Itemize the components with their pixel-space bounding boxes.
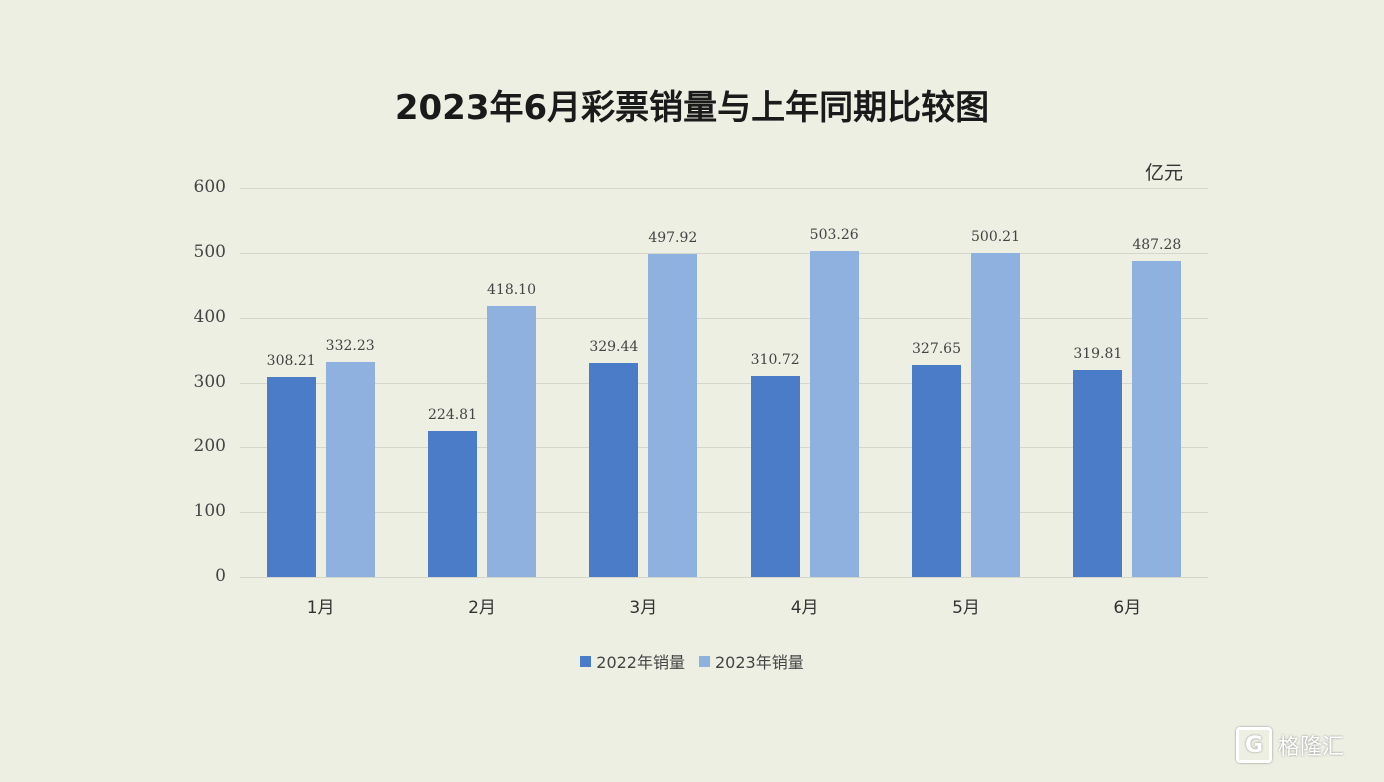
- bar: [487, 305, 536, 577]
- legend-item: 2022年销量: [580, 649, 685, 673]
- y-tick-label: 500: [193, 241, 226, 262]
- data-label: 487.28: [1132, 237, 1182, 254]
- data-label: 319.81: [1073, 345, 1123, 362]
- gridline: [240, 447, 1208, 449]
- gridline: [240, 252, 1208, 254]
- watermark: G 格隆汇: [1236, 727, 1344, 763]
- y-tick-label: 200: [193, 436, 226, 457]
- legend-label: 2022年销量: [596, 653, 685, 672]
- bar: [325, 361, 375, 577]
- x-tick-label: 1月: [306, 598, 335, 618]
- x-tick-label: 6月: [1113, 598, 1142, 618]
- legend-swatch-icon: [580, 655, 592, 667]
- bar: [589, 363, 639, 577]
- bar: [1132, 261, 1182, 577]
- x-tick-label: 4月: [790, 598, 819, 618]
- plot-area: 0 100 200 300 400 500 600 308.21 332.23 1月 224.81 4…: [194, 177, 1208, 618]
- watermark-text: 格隆汇: [1278, 735, 1345, 760]
- bar: [266, 377, 316, 577]
- gridline: [240, 317, 1208, 319]
- data-label: 224.81: [428, 407, 477, 424]
- bar: [750, 375, 800, 577]
- bar: [1073, 369, 1123, 577]
- x-tick-label: 2月: [468, 598, 496, 618]
- chart-title: 2023年6月彩票销量与上年同期比较图: [394, 88, 990, 128]
- legend: 2022年销量 2023年销量: [0, 649, 1384, 673]
- y-tick-label: 400: [193, 306, 226, 327]
- gridline: [240, 382, 1208, 384]
- data-label: 329.44: [589, 339, 639, 356]
- y-tick-label: 300: [193, 371, 226, 392]
- y-tick-label: 0: [215, 566, 226, 586]
- data-label: 497.92: [648, 230, 698, 247]
- bar: [648, 254, 698, 577]
- data-label: 327.65: [912, 340, 961, 357]
- gridline: [240, 188, 1208, 189]
- x-tick-label: 5月: [952, 598, 980, 618]
- data-label: 332.23: [325, 337, 375, 354]
- data-label: 418.10: [487, 281, 536, 298]
- data-label: 308.21: [266, 353, 316, 370]
- gridline: [240, 512, 1208, 514]
- data-label: 500.21: [971, 228, 1020, 245]
- bar: [809, 250, 859, 577]
- y-tick-label: 600: [193, 177, 226, 197]
- gridline: [240, 577, 1208, 578]
- data-label: 310.72: [750, 351, 800, 368]
- y-tick-label: 100: [193, 501, 226, 522]
- bar: [428, 431, 477, 577]
- legend-swatch-icon: [699, 655, 710, 667]
- data-label: 503.26: [809, 226, 859, 243]
- legend-item: 2023年销量: [699, 649, 804, 673]
- y-axis-unit: 亿元: [1145, 162, 1184, 184]
- gelonghui-logo-icon: G: [1236, 727, 1272, 763]
- bar: [912, 364, 961, 577]
- x-tick-label: 3月: [629, 598, 658, 618]
- legend-label: 2023年销量: [715, 653, 804, 672]
- bar: [971, 252, 1020, 577]
